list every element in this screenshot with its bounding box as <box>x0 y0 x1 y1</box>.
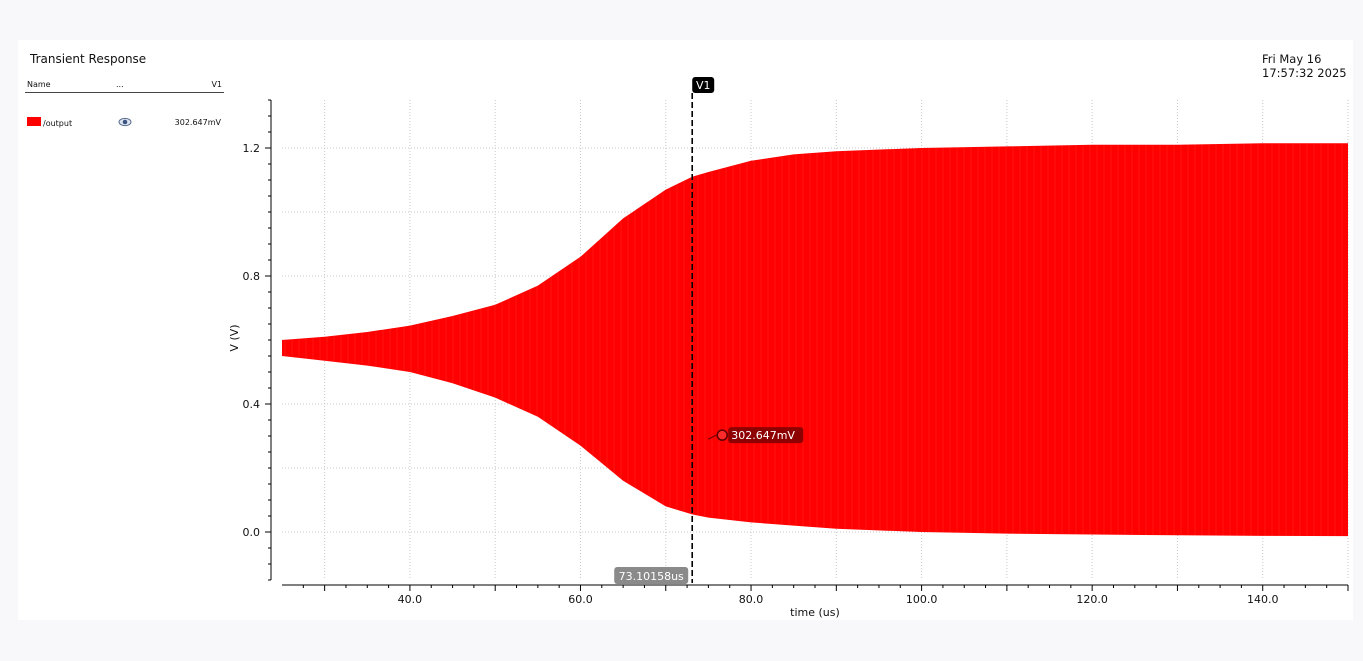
marker-leader <box>707 434 717 440</box>
x-tick-label: 140.0 <box>1247 593 1279 606</box>
eye-icon[interactable] <box>118 116 132 128</box>
x-tick-label: 80.0 <box>739 593 764 606</box>
signal-name: /output <box>43 119 73 128</box>
x-axis-label: time (us) <box>790 606 840 619</box>
timestamp-time: 17:57:32 2025 <box>1262 66 1347 80</box>
legend-signal-row[interactable]: /output 302.647mV <box>25 116 224 130</box>
cursor-tag-label: V1 <box>696 79 711 92</box>
y-tick-label: 0.0 <box>243 526 261 539</box>
legend-col-dots[interactable]: ... <box>116 80 124 89</box>
y-tick-label: 0.4 <box>243 398 261 411</box>
x-tick-label: 120.0 <box>1076 593 1108 606</box>
x-tick-label: 60.0 <box>568 593 593 606</box>
cursor-x-readout: 73.10158us <box>619 570 684 583</box>
x-tick-label: 40.0 <box>398 593 423 606</box>
legend-header: Name ... V1 <box>25 80 224 93</box>
cursor-v1[interactable]: V1 73.10158us 302.647mV <box>614 77 804 584</box>
marker-readout: 302.647mV <box>731 429 795 442</box>
x-tick-label: 100.0 <box>906 593 938 606</box>
cursor-x-readout-box <box>614 567 689 584</box>
legend-col-v1: V1 <box>211 80 222 89</box>
x-ticks: 40.0 60.0 80.0 100.0 120.0 140.0 <box>302 585 1349 606</box>
marker-readout-box <box>728 427 804 444</box>
signal-value: 302.647mV <box>174 118 221 127</box>
timestamp: Fri May 16 17:57:32 2025 <box>1262 52 1347 80</box>
cursor-tag[interactable] <box>692 77 715 93</box>
y-tick-label: 1.2 <box>243 142 261 155</box>
y-axis-label: V (V) <box>228 324 241 351</box>
series-output-envelope <box>282 143 1348 537</box>
legend-col-name: Name <box>27 80 51 89</box>
y-tick-label: 0.8 <box>243 270 261 283</box>
timestamp-date: Fri May 16 <box>1262 52 1322 66</box>
y-ticks: 0.0 0.4 0.8 1.2 <box>243 99 271 581</box>
marker-point[interactable] <box>716 429 728 441</box>
plot-title: Transient Response <box>30 52 147 66</box>
signal-color-swatch <box>27 117 41 126</box>
